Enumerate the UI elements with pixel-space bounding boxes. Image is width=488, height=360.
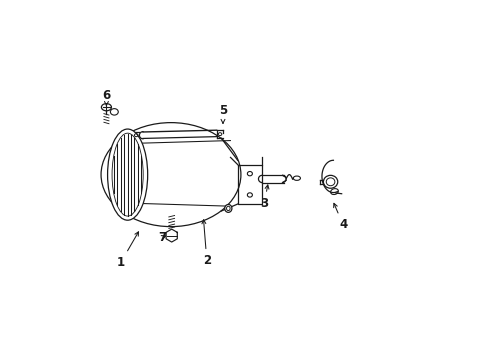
Ellipse shape: [330, 189, 338, 194]
Ellipse shape: [110, 109, 118, 115]
Ellipse shape: [107, 129, 147, 220]
Text: 6: 6: [102, 89, 110, 105]
Text: 5: 5: [219, 104, 226, 123]
Text: 2: 2: [202, 220, 210, 267]
Polygon shape: [166, 229, 177, 242]
Ellipse shape: [323, 175, 337, 188]
Text: 4: 4: [333, 203, 346, 231]
Ellipse shape: [293, 176, 300, 180]
Ellipse shape: [101, 104, 111, 111]
Text: 3: 3: [260, 185, 268, 210]
Ellipse shape: [224, 204, 231, 212]
Text: 1: 1: [117, 232, 138, 269]
Text: 7: 7: [158, 231, 166, 244]
